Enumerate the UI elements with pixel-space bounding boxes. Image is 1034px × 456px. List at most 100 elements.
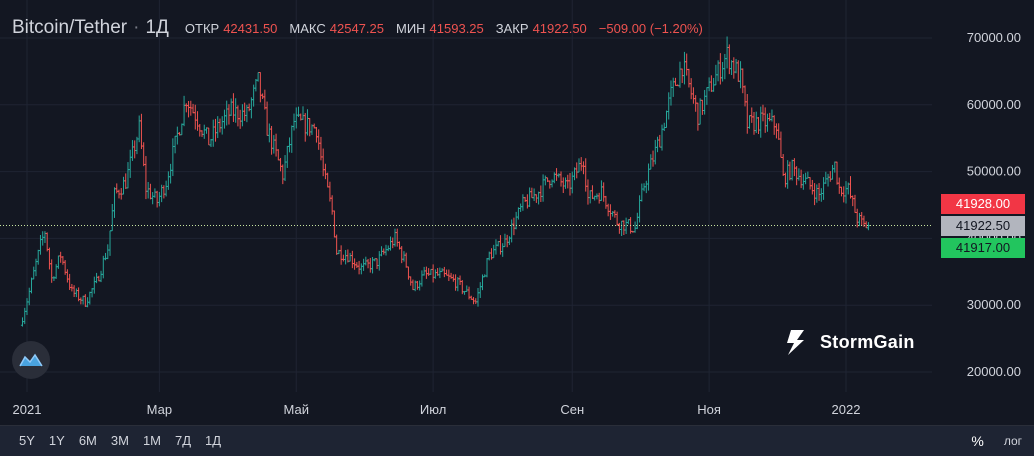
ohlc-bar: [705, 87, 709, 105]
ohlc-bar: [146, 181, 150, 199]
price-chart[interactable]: 20000.0030000.0040000.0050000.0060000.00…: [0, 0, 1034, 425]
chart-area[interactable]: 20000.0030000.0040000.0050000.0060000.00…: [0, 0, 1034, 425]
timeframe-5y[interactable]: 5Y: [19, 433, 35, 448]
ohlc-bar: [727, 44, 731, 75]
interval-label[interactable]: 1Д: [145, 17, 169, 38]
ohlc-bar: [211, 119, 215, 147]
ohlc-bar: [29, 277, 34, 294]
ohlc-bar: [837, 177, 841, 194]
ohlc-bar: [577, 158, 581, 173]
ohlc-bar: [238, 109, 242, 129]
ohlc-bar: [357, 260, 361, 275]
ohlc-bar: [130, 140, 135, 161]
timeframe-1d[interactable]: 1Д: [205, 433, 222, 448]
ohlc-bar: [810, 179, 814, 195]
ohlc-bar: [326, 172, 330, 188]
ohlc-bar: [465, 285, 469, 292]
log-scale-toggle[interactable]: лог: [1003, 434, 1022, 448]
ohlc-bar: [599, 180, 604, 201]
timeframe-3m[interactable]: 3M: [110, 433, 129, 448]
ohlc-bar: [842, 186, 846, 203]
ohlc-bar: [110, 203, 114, 232]
ohlc-bar: [667, 92, 671, 120]
ohlc-bar: [566, 174, 570, 189]
ohlc-bar: [182, 95, 186, 127]
ohlc-bar: [261, 93, 265, 99]
ohlc-bar: [23, 307, 27, 325]
ohlc-bar: [752, 111, 756, 135]
ohlc-bar: [691, 87, 696, 104]
legend-separator: ·: [133, 17, 140, 38]
ohlc-bar: [770, 109, 774, 122]
ohlc-bar: [344, 249, 348, 265]
x-tick-label: Июл: [420, 402, 446, 417]
stormgain-logo-icon: [787, 330, 804, 355]
ohlc-bar: [353, 258, 357, 270]
ohlc-bar: [698, 98, 702, 125]
ohlc-bar: [653, 139, 657, 165]
ohlc-bar: [418, 280, 422, 291]
y-tick-label: 70000.00: [967, 30, 1021, 45]
ohlc-bar: [294, 107, 298, 129]
ohlc-bar: [72, 285, 76, 297]
ohlc-bar: [195, 111, 200, 131]
ohlc-bar: [765, 113, 770, 132]
ohlc-bar: [568, 172, 572, 196]
ohlc-bar: [644, 180, 648, 194]
ohlc-bar: [651, 150, 655, 167]
ohlc-bar: [216, 116, 220, 139]
ohlc-bar: [47, 247, 52, 270]
ohlc-bar: [438, 267, 442, 279]
ohlc-bar: [186, 101, 191, 118]
ohlc-bar: [43, 231, 47, 243]
timeframe-6m[interactable]: 6M: [78, 433, 97, 448]
ohlc-bar: [689, 78, 693, 100]
ohlc-bar: [106, 244, 110, 260]
ohlc-bar: [851, 195, 855, 207]
ohlc-bar: [725, 36, 729, 69]
ohlc-bar: [144, 156, 148, 200]
ohlc-bar: [265, 101, 269, 136]
ohlc-bar: [682, 51, 687, 85]
ohlc-bar: [671, 77, 675, 97]
ohlc-bar: [848, 176, 853, 199]
ohlc-bar: [451, 274, 455, 282]
x-tick-label: Мар: [147, 402, 172, 417]
y-tick-label: 30000.00: [967, 297, 1021, 312]
scale-options: % лог: [971, 433, 1034, 449]
ohlc-bar: [844, 181, 848, 204]
ohlc-bar: [375, 258, 379, 269]
ohlc-bar: [718, 53, 722, 85]
ohlc-bar: [559, 171, 563, 187]
ohlc-bar: [139, 113, 144, 150]
timeframe-1m[interactable]: 1M: [142, 433, 161, 448]
ohlc-bar: [615, 211, 619, 226]
x-tick-label: 2022: [832, 402, 861, 417]
ohlc-bar: [27, 287, 31, 306]
last-price-tag: 41922.50: [941, 215, 1025, 236]
scroll-to-realtime-button[interactable]: [12, 341, 50, 379]
ohlc-bar: [124, 173, 128, 189]
ohlc-bar: [240, 104, 245, 127]
ohlc-bar: [792, 158, 796, 177]
ohlc-bar: [720, 62, 725, 82]
ohlc-bar: [772, 115, 776, 135]
ohlc-bar: [512, 217, 516, 236]
symbol-name[interactable]: Bitcoin/Tether: [12, 17, 128, 38]
stormgain-logo: StormGain: [782, 328, 915, 356]
ohlc-bar: [292, 113, 296, 131]
percent-scale-toggle[interactable]: %: [971, 433, 984, 449]
ohlc-bar: [427, 268, 431, 276]
ohlc-bar: [45, 232, 49, 252]
ohlc-bar: [788, 161, 792, 181]
timeframe-7d[interactable]: 7Д: [175, 433, 192, 448]
ohlc-bar: [164, 180, 168, 197]
ohlc-bar: [835, 161, 839, 185]
ohlc-bar: [687, 68, 691, 88]
ohlc-bar: [658, 134, 662, 148]
ohlc-bar: [115, 183, 119, 194]
ohlc-bar: [528, 187, 532, 207]
ohlc-bar: [339, 245, 343, 265]
timeframe-1y[interactable]: 1Y: [48, 433, 65, 448]
ohlc-bar: [817, 183, 821, 201]
